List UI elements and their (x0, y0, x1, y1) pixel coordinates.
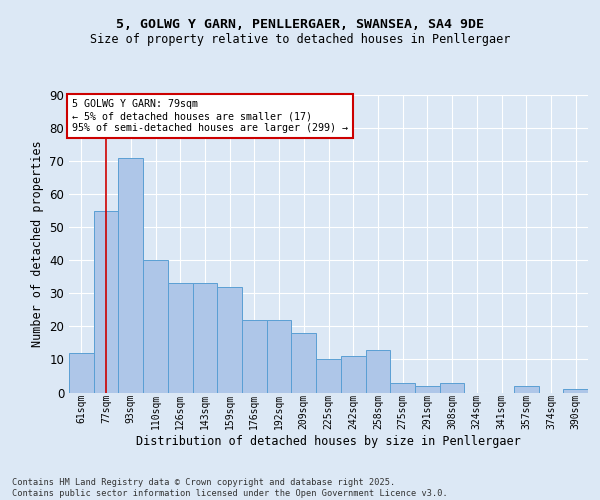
Bar (118, 158, 143, 392)
Bar (94, 210, 118, 392)
Bar (415, 386, 440, 392)
Text: Size of property relative to detached houses in Penllergaer: Size of property relative to detached ho… (90, 32, 510, 46)
Text: Contains HM Land Registry data © Crown copyright and database right 2025.
Contai: Contains HM Land Registry data © Crown c… (12, 478, 448, 498)
Bar (242, 320, 267, 392)
Bar (316, 360, 341, 392)
Bar (217, 286, 242, 393)
Bar (365, 350, 390, 393)
Text: 5, GOLWG Y GARN, PENLLERGAER, SWANSEA, SA4 9DE: 5, GOLWG Y GARN, PENLLERGAER, SWANSEA, S… (116, 18, 484, 30)
Text: 5 GOLWG Y GARN: 79sqm
← 5% of detached houses are smaller (17)
95% of semi-detac: 5 GOLWG Y GARN: 79sqm ← 5% of detached h… (71, 100, 347, 132)
X-axis label: Distribution of detached houses by size in Penllergaer: Distribution of detached houses by size … (136, 434, 521, 448)
Y-axis label: Number of detached properties: Number of detached properties (31, 140, 44, 347)
Bar (267, 320, 292, 392)
Bar (341, 356, 365, 393)
Bar (193, 284, 217, 393)
Bar (168, 284, 193, 393)
Bar (69, 353, 94, 393)
Bar (440, 382, 464, 392)
Bar (143, 260, 168, 392)
Bar (292, 333, 316, 392)
Bar (514, 386, 539, 392)
Bar (390, 382, 415, 392)
Bar (563, 389, 588, 392)
